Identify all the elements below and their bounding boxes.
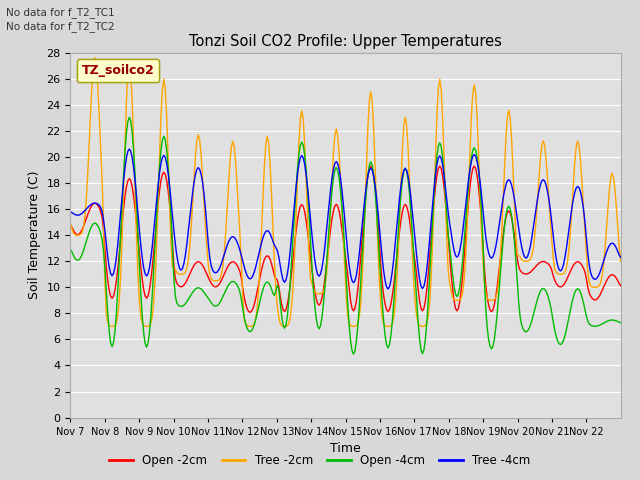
Tree -2cm [104,320,111,325]
Open -4cm [616,319,623,325]
Tree -2cm [616,246,623,252]
Tree -2cm [353,323,360,328]
Tree -4cm [616,252,623,258]
Tree -4cm [85,203,93,209]
Tree -4cm [67,209,74,215]
Tree -2cm [461,255,469,261]
Open -4cm [617,320,625,325]
Tree -2cm [67,220,74,226]
Tree -2cm [85,143,93,148]
Tree -2cm [246,324,254,329]
Tree -2cm [91,55,99,60]
Legend: TZ_soilco2: TZ_soilco2 [77,59,159,82]
Open -4cm [543,292,551,298]
Tree -4cm [102,241,110,247]
Y-axis label: Soil Temperature (C): Soil Temperature (C) [28,171,41,300]
Open -2cm [246,310,254,315]
Open -4cm [125,114,133,120]
Tree -4cm [461,203,469,209]
Open -2cm [351,305,359,311]
Tree -2cm [543,176,551,181]
Open -4cm [461,219,469,225]
Legend: Open -2cm, Tree -2cm, Open -4cm, Tree -4cm: Open -2cm, Tree -2cm, Open -4cm, Tree -4… [105,449,535,472]
Open -2cm [85,208,93,214]
Tree -4cm [617,254,625,260]
Open -4cm [67,246,74,252]
Open -4cm [102,288,110,294]
Open -2cm [617,283,625,289]
Title: Tonzi Soil CO2 Profile: Upper Temperatures: Tonzi Soil CO2 Profile: Upper Temperatur… [189,34,502,49]
Line: Tree -2cm: Tree -2cm [70,58,621,326]
Open -2cm [67,222,74,228]
Text: No data for f_T2_TC2: No data for f_T2_TC2 [6,21,115,32]
Open -4cm [353,338,360,344]
X-axis label: Time: Time [330,442,361,455]
Line: Open -4cm: Open -4cm [70,117,621,354]
Text: No data for f_T2_TC1: No data for f_T2_TC1 [6,7,115,18]
Open -2cm [543,261,551,266]
Open -2cm [367,163,374,169]
Open -4cm [349,351,357,357]
Tree -4cm [125,146,133,152]
Line: Tree -4cm: Tree -4cm [70,149,621,289]
Open -2cm [616,281,623,287]
Tree -4cm [351,278,359,284]
Open -2cm [102,264,110,270]
Open -2cm [461,236,469,241]
Open -4cm [85,229,93,235]
Tree -2cm [617,259,625,264]
Line: Open -2cm: Open -2cm [70,166,621,312]
Tree -4cm [384,286,392,292]
Tree -4cm [543,189,551,194]
